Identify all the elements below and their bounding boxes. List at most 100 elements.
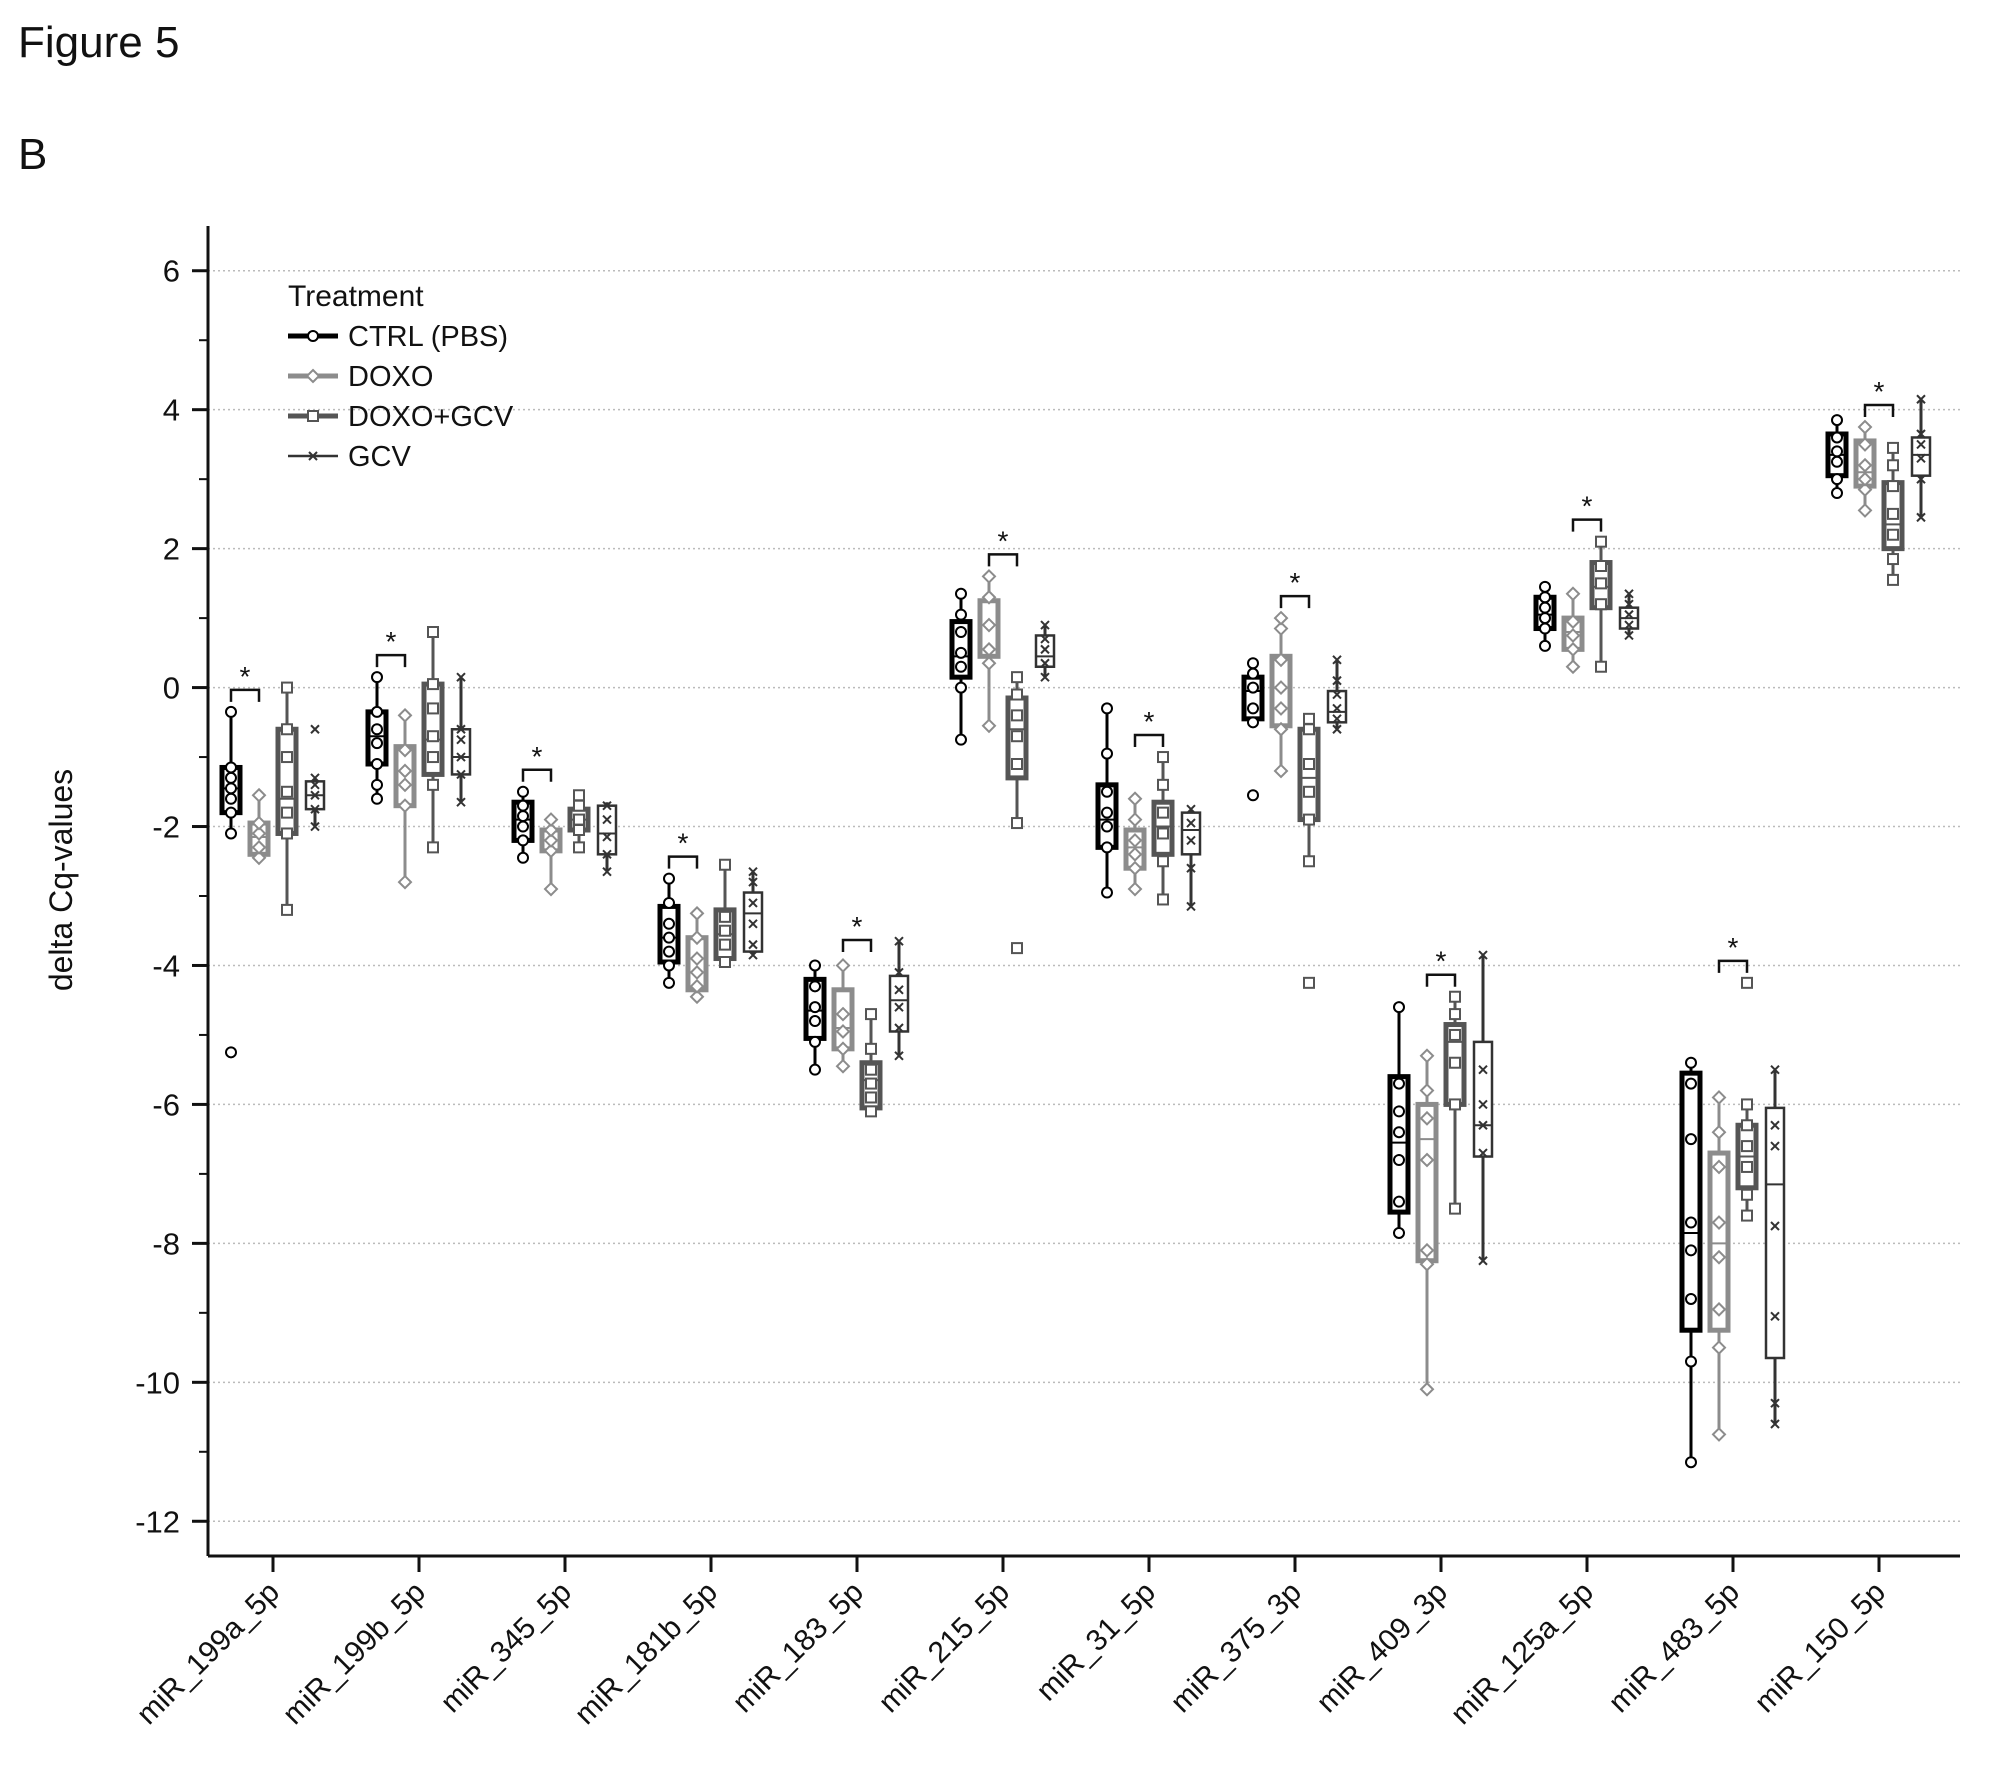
- data-point: [1393, 1105, 1405, 1118]
- box-body: [1415, 1101, 1439, 1264]
- data-point: [1478, 1099, 1488, 1110]
- data-point: [1101, 785, 1113, 798]
- box: [393, 707, 417, 890]
- data-point: [1040, 672, 1050, 682]
- box: [247, 787, 271, 866]
- data-point: [1539, 612, 1551, 625]
- data-point: [1565, 586, 1581, 602]
- y-tick-label: -2: [152, 810, 180, 845]
- data-point: [1332, 703, 1342, 714]
- data-point: [1565, 641, 1581, 657]
- data-point: [1831, 455, 1843, 468]
- data-point-stroke: [1332, 724, 1342, 734]
- box: [1326, 655, 1348, 734]
- significance-bracket: [1279, 594, 1311, 609]
- data-point: [1303, 813, 1315, 826]
- data-point: [835, 1006, 851, 1022]
- data-point: [689, 965, 705, 980]
- data-point: [1011, 817, 1023, 830]
- data-point: [1419, 1381, 1435, 1397]
- box-body: [1326, 689, 1348, 724]
- significance-star: *: [386, 626, 397, 657]
- box: [803, 959, 827, 1076]
- box-body: [596, 804, 618, 856]
- box: [888, 936, 910, 1061]
- grid-lines: [208, 269, 1960, 1523]
- data-point: [1624, 609, 1634, 620]
- data-point: [305, 368, 321, 384]
- data-point: [1449, 1008, 1461, 1021]
- y-tick-label: -10: [135, 1365, 180, 1400]
- data-point: [1011, 709, 1023, 722]
- data-point: [1157, 893, 1169, 906]
- data-point: [719, 938, 731, 951]
- data-point-stroke: [1770, 1064, 1780, 1075]
- data-point: [689, 978, 705, 994]
- data-point-stroke: [1624, 620, 1634, 630]
- data-point: [1857, 482, 1873, 497]
- data-point: [1624, 599, 1634, 609]
- x-tick-label: miR_215_5p: [872, 1576, 1016, 1720]
- box: [421, 626, 445, 854]
- data-point-stroke: [1478, 1064, 1488, 1075]
- data-point: [955, 587, 967, 600]
- data-point: [1711, 1427, 1727, 1442]
- data-point: [1303, 758, 1315, 770]
- data-point: [1247, 681, 1259, 694]
- data-point: [397, 798, 413, 814]
- data-point-stroke: [1040, 620, 1050, 630]
- x-tick-label: miR_125a_5p: [1445, 1576, 1600, 1731]
- significance-star: *: [1144, 706, 1155, 737]
- box: [1123, 791, 1147, 897]
- data-point: [1565, 659, 1581, 675]
- data-point: [955, 733, 967, 746]
- data-point: [1127, 791, 1143, 807]
- box: [365, 671, 389, 805]
- box-body: [1297, 726, 1321, 823]
- data-point: [955, 646, 967, 659]
- box: [1853, 419, 1877, 518]
- data-point-stroke: [1478, 1148, 1488, 1158]
- data-point: [1857, 419, 1873, 435]
- data-point-stroke: [1186, 818, 1196, 828]
- data-point: [1478, 1120, 1488, 1130]
- significance-bracket: [229, 688, 261, 702]
- data-point: [865, 1091, 877, 1104]
- data-point: [308, 451, 318, 461]
- data-point: [1539, 639, 1551, 652]
- data-point: [894, 936, 904, 946]
- data-point: [1127, 846, 1143, 862]
- data-point: [894, 967, 904, 978]
- data-point: [1157, 855, 1169, 868]
- data-point: [894, 1002, 904, 1012]
- y-tick-label: -4: [152, 948, 180, 983]
- data-point: [1273, 621, 1289, 636]
- data-point: [748, 898, 758, 908]
- data-point-stroke: [748, 866, 758, 877]
- data-point: [397, 742, 413, 758]
- data-point-stroke: [1332, 703, 1342, 714]
- data-point: [225, 782, 237, 795]
- data-point: [602, 814, 612, 825]
- data-point: [1916, 429, 1926, 439]
- data-point: [251, 815, 267, 831]
- x-tick-label: miR_199b_5p: [277, 1576, 432, 1731]
- data-point: [1040, 634, 1050, 644]
- data-point-stroke: [1916, 394, 1926, 404]
- data-point: [1101, 820, 1113, 833]
- data-point: [427, 751, 439, 764]
- data-point-stroke: [748, 898, 758, 908]
- data-point: [1332, 714, 1342, 724]
- data-point-stroke: [1186, 804, 1196, 814]
- data-point: [865, 1077, 877, 1090]
- data-point: [602, 849, 612, 860]
- data-point: [225, 771, 237, 784]
- data-point: [1565, 628, 1581, 643]
- significance-star: *: [1582, 491, 1593, 522]
- data-point: [427, 702, 439, 715]
- x-tick-label: miR_31_5p: [1030, 1576, 1162, 1708]
- box-body: [1387, 1074, 1411, 1215]
- data-point: [517, 785, 529, 798]
- data-point: [1478, 1148, 1488, 1158]
- data-point: [809, 1035, 821, 1048]
